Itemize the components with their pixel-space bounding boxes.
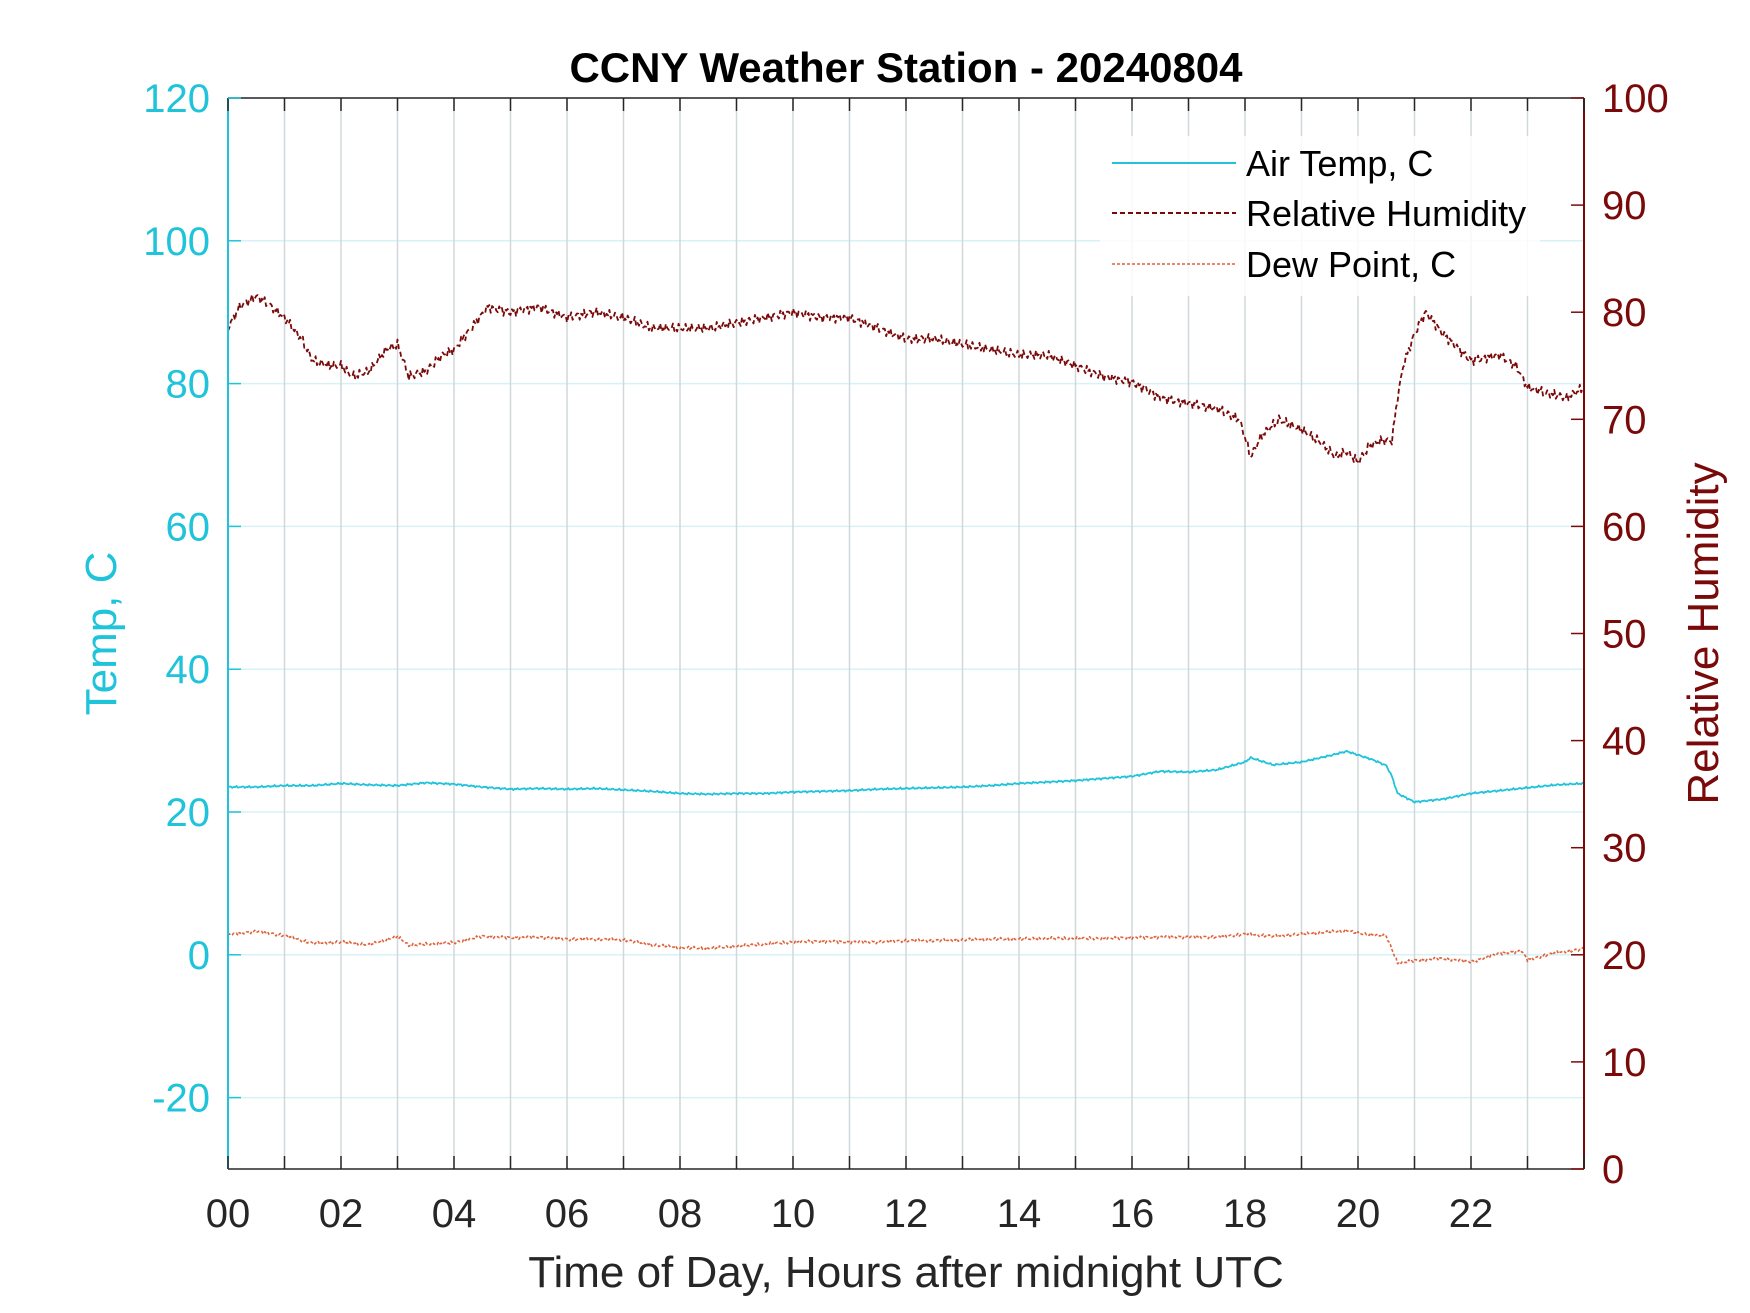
x-tick-label: 00 [206, 1192, 251, 1236]
x-tick-label: 20 [1336, 1192, 1381, 1236]
legend-label-air-temp: Air Temp, C [1246, 143, 1433, 184]
x-tick-label: 10 [771, 1192, 816, 1236]
legend-label-dew-point: Dew Point, C [1246, 244, 1456, 285]
series-line-air-temp-c [227, 749, 1585, 804]
y-axis-label-right: Relative Humidity [1679, 462, 1728, 804]
y-tick-label-left: -20 [152, 1077, 210, 1121]
x-tick-label: 06 [545, 1192, 590, 1236]
legend-label-relative-humidity: Relative Humidity [1246, 193, 1526, 234]
y-tick-label-right: 20 [1602, 934, 1647, 978]
x-tick-label: 18 [1223, 1192, 1268, 1236]
y-tick-label-right: 90 [1602, 184, 1647, 228]
y-tick-label-left: 20 [166, 791, 211, 835]
y-tick-label-left: 60 [166, 505, 211, 549]
x-tick-label: 04 [432, 1192, 477, 1236]
y-tick-label-right: 80 [1602, 291, 1647, 335]
x-tick-label: 12 [884, 1192, 929, 1236]
axis-ticks: 00 02 04 06 08 10 12 14 16 18 20 22-200204060801001… [143, 77, 1669, 1236]
x-tick-label: 22 [1449, 1192, 1494, 1236]
y-tick-label-right: 30 [1602, 827, 1647, 871]
series-line-relative-humidity [227, 293, 1585, 465]
x-tick-label: 14 [997, 1192, 1042, 1236]
y-tick-label-right: 10 [1602, 1041, 1647, 1085]
x-tick-label: 16 [1110, 1192, 1155, 1236]
y-tick-label-right: 40 [1602, 720, 1647, 764]
y-tick-label-left: 100 [143, 220, 210, 264]
y-tick-label-left: 120 [143, 77, 210, 121]
x-tick-label: 02 [319, 1192, 364, 1236]
y-tick-label-right: 70 [1602, 398, 1647, 442]
x-tick-label: 08 [658, 1192, 703, 1236]
y-tick-label-right: 100 [1602, 77, 1669, 121]
y-tick-label-left: 80 [166, 363, 211, 407]
y-tick-label-left: 0 [188, 934, 210, 978]
x-axis-label: Time of Day, Hours after midnight UTC [528, 1248, 1284, 1297]
series-line-dew-point-c [227, 928, 1585, 966]
y-tick-label-right: 0 [1602, 1148, 1624, 1192]
chart-title: CCNY Weather Station - 20240804 [569, 44, 1243, 91]
y-tick-label-right: 50 [1602, 613, 1647, 657]
legend: Air Temp, C Relative Humidity Dew Point,… [1100, 136, 1540, 296]
y-axis-label-left: Temp, C [77, 552, 126, 716]
data-series [227, 293, 1585, 966]
y-tick-label-right: 60 [1602, 505, 1647, 549]
y-tick-label-left: 40 [166, 648, 211, 692]
